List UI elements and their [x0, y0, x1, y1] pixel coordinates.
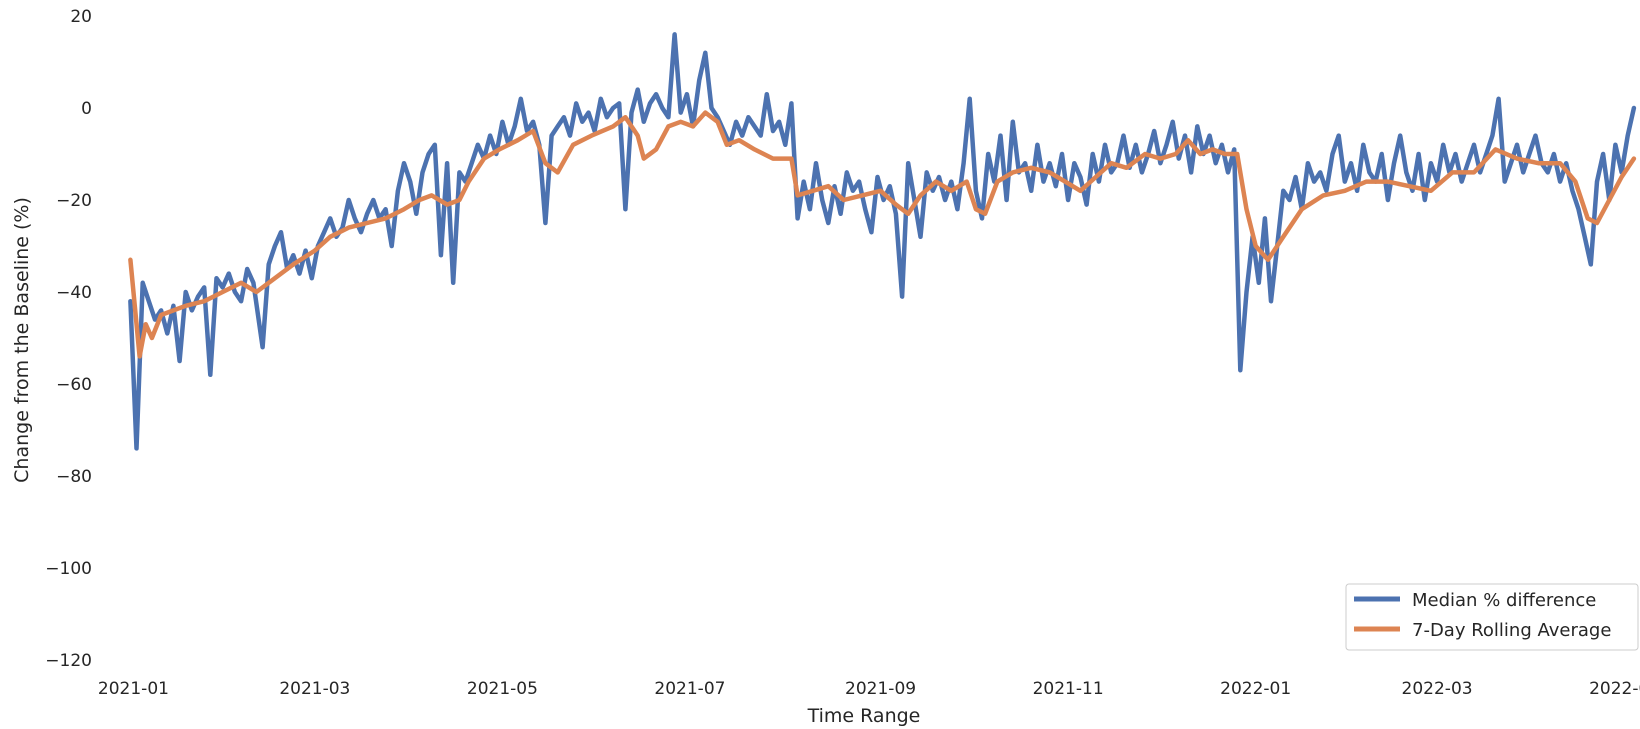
- x-tick-label: 2021-03: [279, 679, 350, 699]
- legend-label-median: Median % difference: [1412, 590, 1596, 611]
- legend-box: [1345, 583, 1639, 651]
- y-tick-label: 20: [70, 7, 92, 27]
- x-tick-label: 2021-05: [467, 679, 538, 699]
- legend-label-rolling-average: 7-Day Rolling Average: [1412, 620, 1611, 641]
- x-axis-label: Time Range: [807, 705, 921, 727]
- x-tick-label: 2021-01: [98, 679, 169, 699]
- x-tick-label: 2022-01: [1220, 679, 1291, 699]
- x-tick-label: 2021-09: [845, 679, 916, 699]
- y-tick-label: 0: [81, 99, 92, 119]
- y-tick-label: −20: [56, 191, 92, 211]
- x-tick-label: 2022-03: [1402, 679, 1473, 699]
- x-tick-label: 2021-07: [654, 679, 725, 699]
- series-lines: [128, 32, 1637, 451]
- x-tick-label: 2021-11: [1033, 679, 1104, 699]
- y-tick-label: −80: [56, 467, 92, 487]
- median-difference-line: [128, 32, 1637, 451]
- x-tick-label: 2022-05: [1589, 679, 1640, 699]
- y-tick-label: −100: [45, 559, 92, 579]
- x-axis-ticks: 2021-01 2021-03 2021-05 2021-07 2021-09 2021-…: [98, 679, 1640, 699]
- legend: Median % difference 7-Day Rolling Averag…: [1345, 583, 1639, 651]
- y-tick-label: −120: [45, 651, 92, 671]
- y-axis-ticks: 20 0 −20 −40 −60 −80 −100 −120: [45, 7, 92, 671]
- rolling-average-line: [128, 110, 1637, 359]
- y-tick-label: −60: [56, 375, 92, 395]
- y-axis-label: Change from the Baseline (%): [11, 197, 33, 483]
- y-tick-label: −40: [56, 283, 92, 303]
